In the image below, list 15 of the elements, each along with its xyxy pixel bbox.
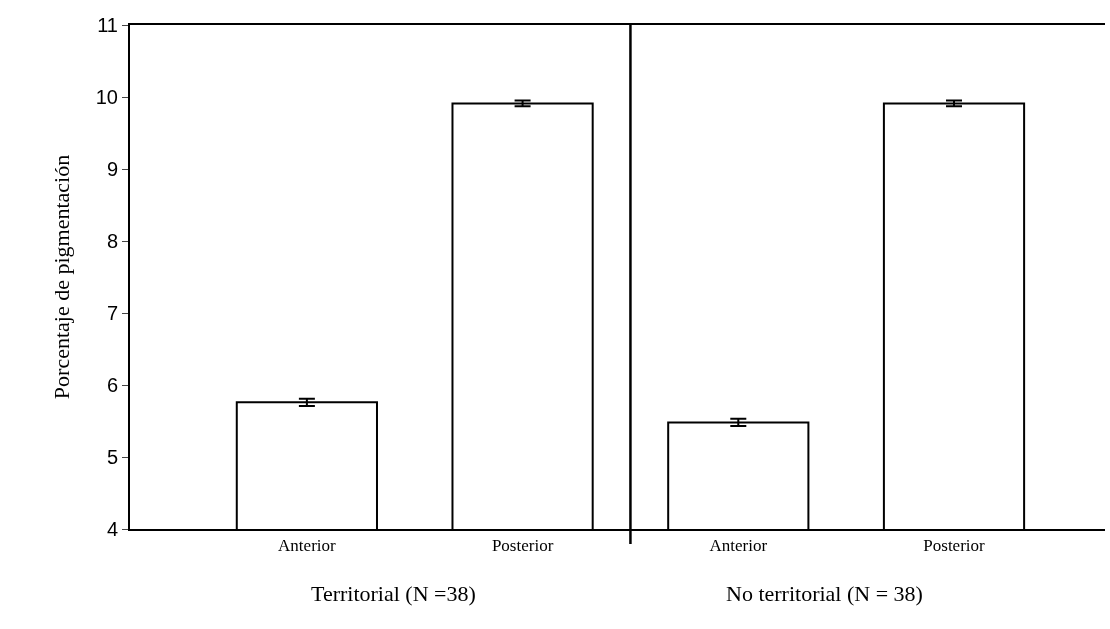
text: No territorial (N = 38) (726, 581, 923, 606)
y-tick-label: 11 (97, 14, 118, 36)
y-tick-label: 8 (106, 230, 118, 252)
y-tick-label: 4 (106, 518, 118, 540)
x-tick-label: Posterior (491, 536, 554, 556)
y-tick-label: 5 (106, 446, 118, 468)
y-axis-title: Porcentaje de pigmentación (49, 154, 75, 400)
y-tick-label: 7 (106, 302, 118, 324)
x-tick-label: Posterior (923, 536, 986, 556)
x-tick-label: Anterior (278, 536, 337, 556)
text: Territorial (N =38) (311, 581, 476, 606)
x-tick-label: Anterior (709, 536, 768, 556)
y-tick-label: 9 (106, 158, 118, 180)
y-tick-label: 10 (95, 86, 118, 108)
y-tick-label: 6 (106, 374, 118, 396)
